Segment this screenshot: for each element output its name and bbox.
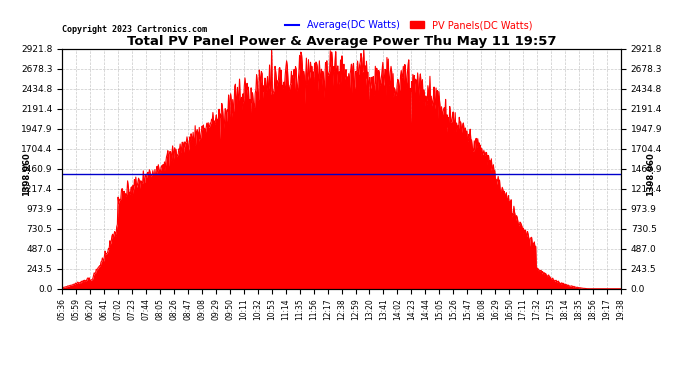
- Text: 1398.960: 1398.960: [646, 152, 655, 196]
- Title: Total PV Panel Power & Average Power Thu May 11 19:57: Total PV Panel Power & Average Power Thu…: [127, 34, 556, 48]
- Text: 1398.960: 1398.960: [22, 152, 31, 196]
- Legend: Average(DC Watts), PV Panels(DC Watts): Average(DC Watts), PV Panels(DC Watts): [281, 16, 536, 34]
- Text: Copyright 2023 Cartronics.com: Copyright 2023 Cartronics.com: [62, 26, 207, 34]
